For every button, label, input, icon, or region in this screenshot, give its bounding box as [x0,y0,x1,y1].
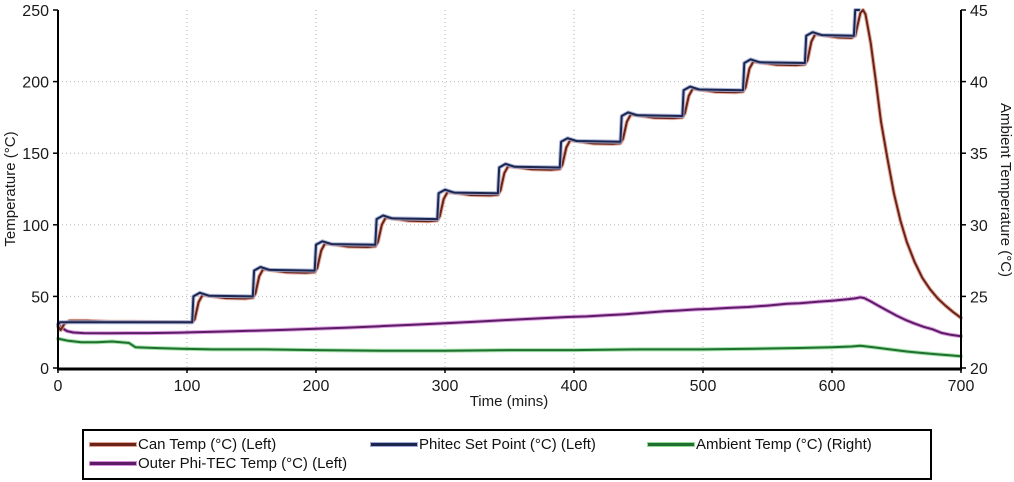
legend-label-can-temp: Can Temp (°C) (Left) [138,436,277,453]
legend-swatch-phitec-set-point [371,443,417,446]
y-tick-label-right: 45 [970,3,988,20]
y-tick-label-right: 30 [970,218,988,235]
x-tick-label: 700 [948,378,975,395]
x-tick-label: 300 [432,378,459,395]
x-tick-label: 0 [54,378,63,395]
x-tick-label: 500 [690,378,717,395]
legend-item-can-temp: Can Temp (°C) (Left) [90,436,371,453]
tick-labels: 0 100 200 300 400 500 600 700 0 50 100 150 200 250 20 2… [22,3,988,395]
y-axis-title-left: Temperature (°C) [2,131,19,246]
y-tick-label-right: 35 [970,146,988,163]
legend-swatch-outer-phitec-temp [90,462,136,465]
series-line-1 [57,9,861,326]
y-tick-label-left: 0 [40,361,49,378]
x-tick-label: 100 [174,378,201,395]
axes [53,9,966,373]
series-line-2 [57,296,962,338]
chart-canvas: 0 100 200 300 400 500 600 700 0 50 100 150 200 250 20 2… [2,3,1014,410]
x-tick-label: 200 [303,378,330,395]
x-axis-title: Time (mins) [470,393,549,410]
legend-item-ambient-temp: Ambient Temp (°C) (Right) [648,436,930,453]
data-series [56,8,963,359]
y-tick-label-left: 200 [22,75,49,92]
y-axis-title-right: Ambient Temperature (°C) [997,103,1014,277]
x-tick-label: 600 [819,378,846,395]
chart: 0 100 200 300 400 500 600 700 0 50 100 150 200 250 20 2… [2,3,1014,410]
legend-label-phitec-set-point: Phitec Set Point (°C) (Left) [419,436,596,453]
x-tick-label: 400 [561,378,588,395]
legend-label-outer-phitec-temp: Outer Phi-TEC Temp (°C) (Left) [138,455,348,472]
y-tick-label-right: 20 [970,361,988,378]
y-tick-label-right: 25 [970,289,988,306]
series-line-3 [57,337,962,358]
series-halo-1 [56,8,862,327]
legend-item-outer-phitec-temp: Outer Phi-TEC Temp (°C) (Left) [90,455,371,472]
legend-item-phitec-set-point: Phitec Set Point (°C) (Left) [371,436,648,453]
series-halo-0 [56,8,963,333]
chart-legend: Can Temp (°C) (Left) Phitec Set Point (°… [82,429,932,480]
series-line-0 [57,9,962,332]
y-tick-label-right: 40 [970,75,988,92]
legend-swatch-ambient-temp [648,443,694,446]
gridlines [58,10,961,368]
legend-swatch-can-temp [90,443,136,446]
y-tick-label-left: 50 [31,289,49,306]
y-tick-label-left: 250 [22,3,49,20]
legend-label-ambient-temp: Ambient Temp (°C) (Right) [696,436,872,453]
y-tick-label-left: 150 [22,146,49,163]
y-tick-label-left: 100 [22,218,49,235]
